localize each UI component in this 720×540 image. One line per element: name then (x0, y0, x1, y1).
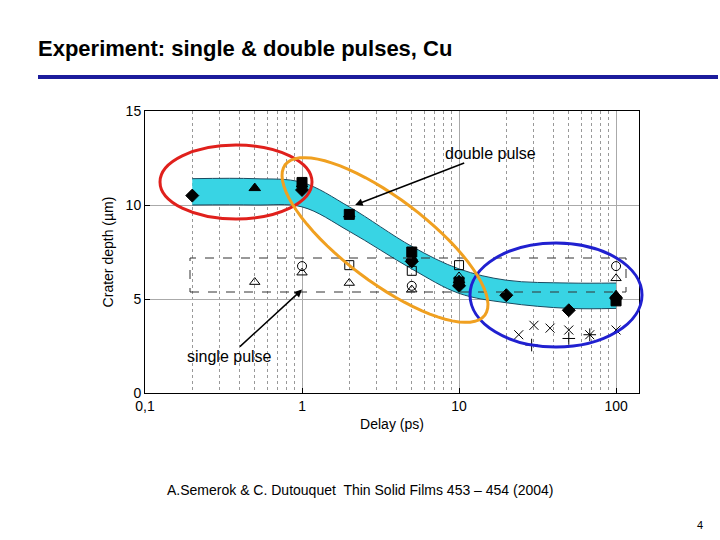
svg-text:0,1: 0,1 (135, 398, 155, 414)
svg-text:double pulse: double pulse (445, 145, 536, 162)
svg-text:A.Semerok & C. Dutouquet Thin: A.Semerok & C. Dutouquet Thin Solid Film… (167, 482, 554, 498)
svg-text:4: 4 (697, 519, 703, 531)
svg-text:10: 10 (451, 398, 467, 414)
svg-text:15: 15 (126, 103, 142, 119)
svg-text:Delay (ps): Delay (ps) (360, 416, 424, 432)
svg-text:Crater depth (µm): Crater depth (µm) (100, 197, 116, 308)
svg-text:1: 1 (298, 398, 306, 414)
svg-text:Experiment: single & double pu: Experiment: single & double pulses, Cu (38, 36, 452, 61)
svg-text:0: 0 (133, 385, 141, 401)
svg-text:5: 5 (133, 291, 141, 307)
svg-text:single pulse: single pulse (187, 348, 272, 365)
svg-text:100: 100 (604, 398, 628, 414)
svg-text:10: 10 (126, 197, 142, 213)
